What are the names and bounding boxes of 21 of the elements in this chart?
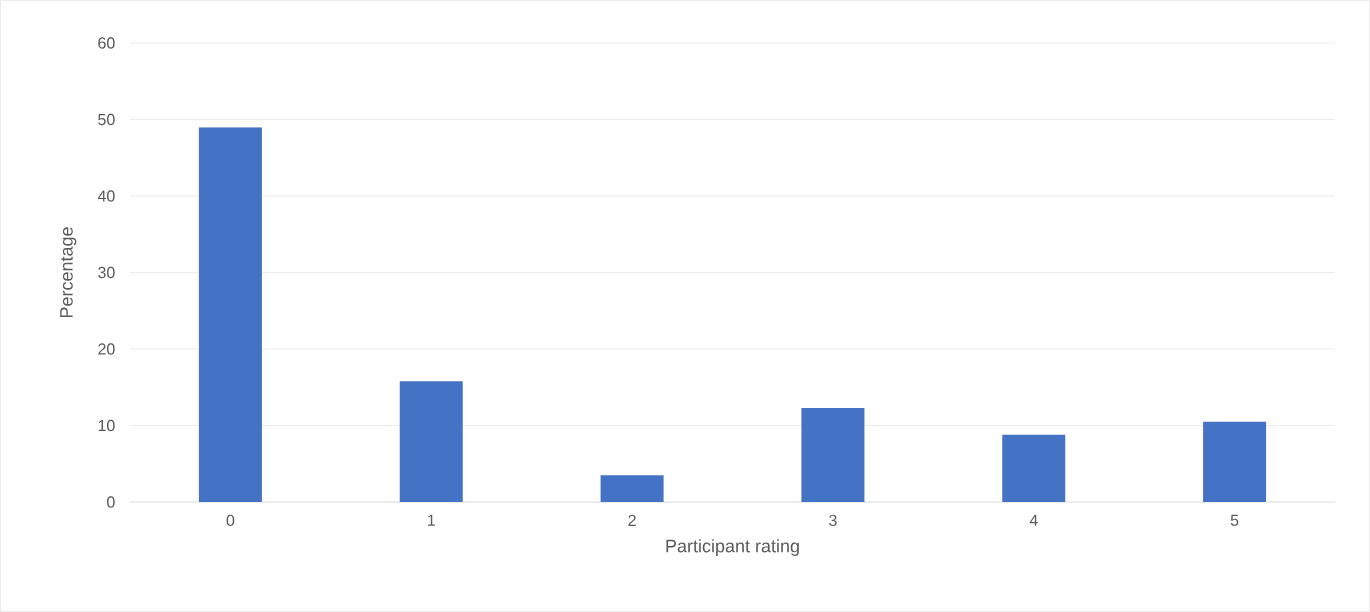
- y-tick-label: 40: [97, 190, 115, 202]
- bar: [399, 381, 463, 502]
- x-axis-title: Participant rating: [666, 539, 799, 556]
- bar: [1002, 434, 1066, 502]
- x-tick-label: 4: [1029, 514, 1038, 526]
- x-tick-label: 1: [428, 514, 435, 526]
- bar: [801, 407, 865, 502]
- y-tick-label: 60: [98, 37, 115, 49]
- y-tick-label: 20: [98, 343, 115, 355]
- x-tick-label: 2: [628, 514, 636, 526]
- bar: [198, 127, 262, 502]
- y-tick-label: 50: [98, 113, 115, 126]
- y-axis-title: Percentage: [60, 227, 77, 318]
- bar: [1203, 421, 1267, 502]
- x-tick-label: 5: [1230, 514, 1239, 526]
- x-tick-label: 3: [829, 514, 837, 527]
- y-tick-label: 30: [98, 266, 115, 279]
- x-tick-label: 0: [226, 514, 235, 527]
- bar: [600, 475, 664, 502]
- y-tick-label: 0: [107, 496, 115, 508]
- y-tick-label: 10: [98, 419, 115, 432]
